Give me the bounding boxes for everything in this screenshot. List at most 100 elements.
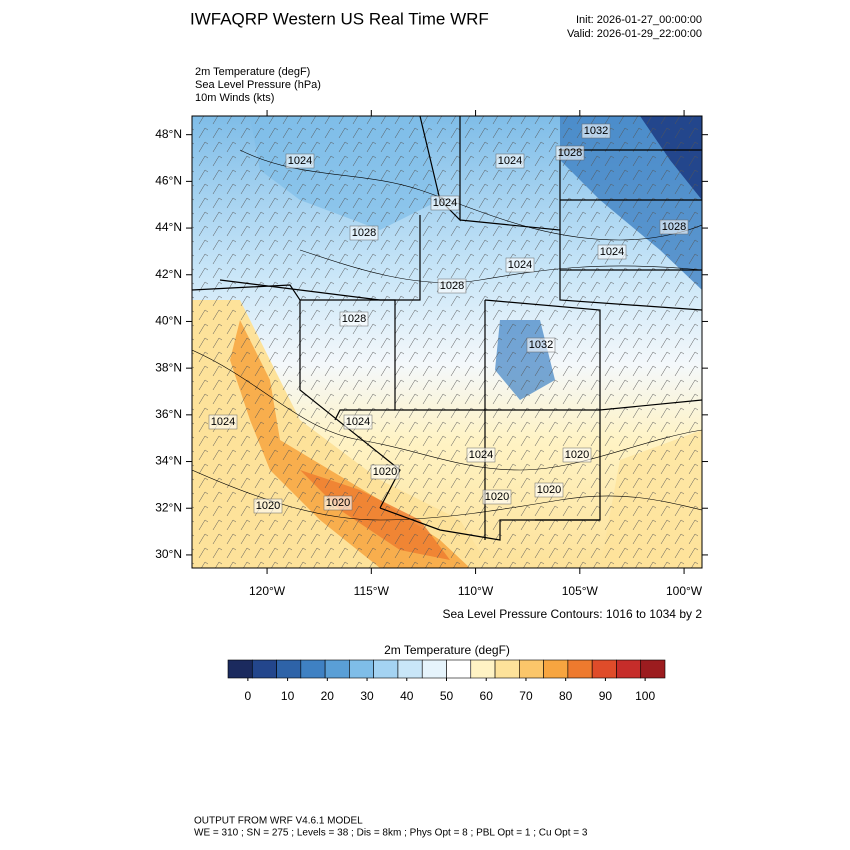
colorbar-label: 70 bbox=[519, 689, 533, 703]
contour-label-box bbox=[526, 337, 556, 353]
contour-label: 1020 bbox=[537, 484, 561, 496]
contour-label: 1020 bbox=[256, 500, 280, 512]
map-field bbox=[192, 116, 702, 568]
contour-label: 1024 bbox=[288, 155, 312, 167]
y-tick-label: 38°N bbox=[155, 360, 182, 374]
contour-label: 1024 bbox=[498, 155, 522, 167]
colorbar-box bbox=[251, 659, 277, 679]
y-tick-label: 32°N bbox=[155, 500, 182, 514]
colorbar-box bbox=[421, 659, 447, 679]
field-label: 10m Winds (kts) bbox=[195, 92, 274, 104]
contour-label-box bbox=[505, 257, 535, 273]
colorbar-box bbox=[494, 659, 520, 679]
contour-label-box bbox=[437, 278, 467, 294]
y-tick-label: 48°N bbox=[155, 127, 182, 141]
colorbar-box bbox=[397, 659, 423, 679]
contour-label: 1028 bbox=[440, 280, 464, 292]
colorbar-box bbox=[591, 659, 617, 679]
contour-label-box bbox=[581, 123, 611, 139]
contour-label: 1028 bbox=[342, 313, 366, 325]
contour-label: 1028 bbox=[352, 227, 376, 239]
contour-label-box bbox=[597, 244, 627, 260]
colorbar-box bbox=[470, 659, 496, 679]
colorbar-label: 30 bbox=[360, 689, 374, 703]
contour-label-box bbox=[349, 225, 379, 241]
contour-label: 1028 bbox=[558, 147, 582, 159]
contour-label-box bbox=[253, 498, 283, 514]
colorbar-box bbox=[616, 659, 642, 679]
colorbar-label: 60 bbox=[480, 689, 494, 703]
contour-label-box bbox=[534, 482, 564, 498]
contour-label-box bbox=[482, 489, 512, 505]
title: IWFAQRP Western US Real Time WRF bbox=[190, 9, 489, 28]
x-tick-label: 110°W bbox=[458, 584, 494, 598]
colorbar-label: 100 bbox=[635, 689, 655, 703]
contour-label: 1024 bbox=[469, 449, 493, 461]
colorbar-label: 40 bbox=[400, 689, 414, 703]
colorbar-box bbox=[349, 659, 374, 679]
contour-label: 1020 bbox=[326, 497, 350, 509]
valid-time: Valid: 2026-01-29_22:00:00 bbox=[567, 28, 702, 40]
colorbar-label: 20 bbox=[321, 689, 335, 703]
contour-label: 1032 bbox=[584, 125, 608, 137]
contour-label-box bbox=[659, 219, 689, 235]
contour-label: 1028 bbox=[662, 221, 686, 233]
boundaries bbox=[192, 116, 702, 541]
pressure-contours bbox=[192, 149, 702, 521]
colorbar-box bbox=[300, 659, 326, 679]
plot-frame bbox=[191, 115, 703, 569]
x-tick-label: 100°W bbox=[666, 584, 703, 598]
colorbar-box bbox=[276, 659, 302, 679]
colorbar-box bbox=[227, 659, 253, 679]
x-tick-label: 120°W bbox=[249, 584, 286, 598]
colorbar-box bbox=[567, 659, 593, 679]
field-label: 2m Temperature (degF) bbox=[195, 66, 310, 78]
y-tick-label: 46°N bbox=[155, 174, 182, 188]
contour-label: 1020 bbox=[485, 491, 509, 503]
colorbar-label: 10 bbox=[281, 689, 295, 703]
colorbar-label: 0 bbox=[245, 689, 252, 703]
x-tick-label: 115°W bbox=[354, 584, 390, 598]
y-tick-label: 44°N bbox=[155, 220, 182, 234]
colorbar-box bbox=[519, 659, 544, 679]
footer-line: WE = 310 ; SN = 275 ; Levels = 38 ; Dis … bbox=[194, 828, 588, 839]
init-time: Init: 2026-01-27_00:00:00 bbox=[576, 14, 702, 26]
colorbar-label: 50 bbox=[440, 689, 454, 703]
colorbar-box bbox=[640, 659, 666, 679]
contour-label: 1032 bbox=[529, 339, 553, 351]
contour-label-box bbox=[343, 414, 373, 430]
contour-label: 1024 bbox=[211, 416, 235, 428]
contour-label-box bbox=[430, 195, 460, 211]
contour-label: 1024 bbox=[508, 259, 532, 271]
contour-label-box bbox=[555, 145, 585, 161]
contour-label: 1024 bbox=[600, 246, 624, 258]
contour-label-box bbox=[466, 447, 496, 463]
footer-line: OUTPUT FROM WRF V4.6.1 MODEL bbox=[194, 816, 363, 827]
x-tick-label: 105°W bbox=[562, 584, 599, 598]
y-tick-label: 34°N bbox=[155, 454, 182, 468]
contour-label-box bbox=[323, 495, 353, 511]
colorbar-box bbox=[373, 659, 399, 679]
colorbar-label: 90 bbox=[599, 689, 613, 703]
colorbar-box bbox=[324, 659, 350, 679]
contour-note: Sea Level Pressure Contours: 1016 to 103… bbox=[443, 607, 703, 621]
colorbar-label: 80 bbox=[559, 689, 573, 703]
y-tick-label: 42°N bbox=[155, 267, 182, 281]
colorbar-title: 2m Temperature (degF) bbox=[384, 643, 510, 657]
wind-barbs bbox=[192, 116, 702, 568]
contour-label-box bbox=[208, 414, 238, 430]
contour-label-box bbox=[285, 153, 315, 169]
contour-label: 1020 bbox=[565, 449, 589, 461]
contour-label-box bbox=[495, 153, 525, 169]
contour-label-box bbox=[562, 447, 592, 463]
colorbar-box bbox=[543, 659, 569, 679]
colorbar-box bbox=[446, 659, 472, 679]
contour-label: 1024 bbox=[433, 197, 457, 209]
contour-label: 1024 bbox=[346, 416, 370, 428]
y-tick-label: 36°N bbox=[155, 407, 182, 421]
contour-label-box bbox=[339, 311, 369, 327]
y-tick-label: 40°N bbox=[155, 314, 182, 328]
field-label: Sea Level Pressure (hPa) bbox=[195, 79, 321, 91]
contour-label-box bbox=[370, 464, 400, 480]
